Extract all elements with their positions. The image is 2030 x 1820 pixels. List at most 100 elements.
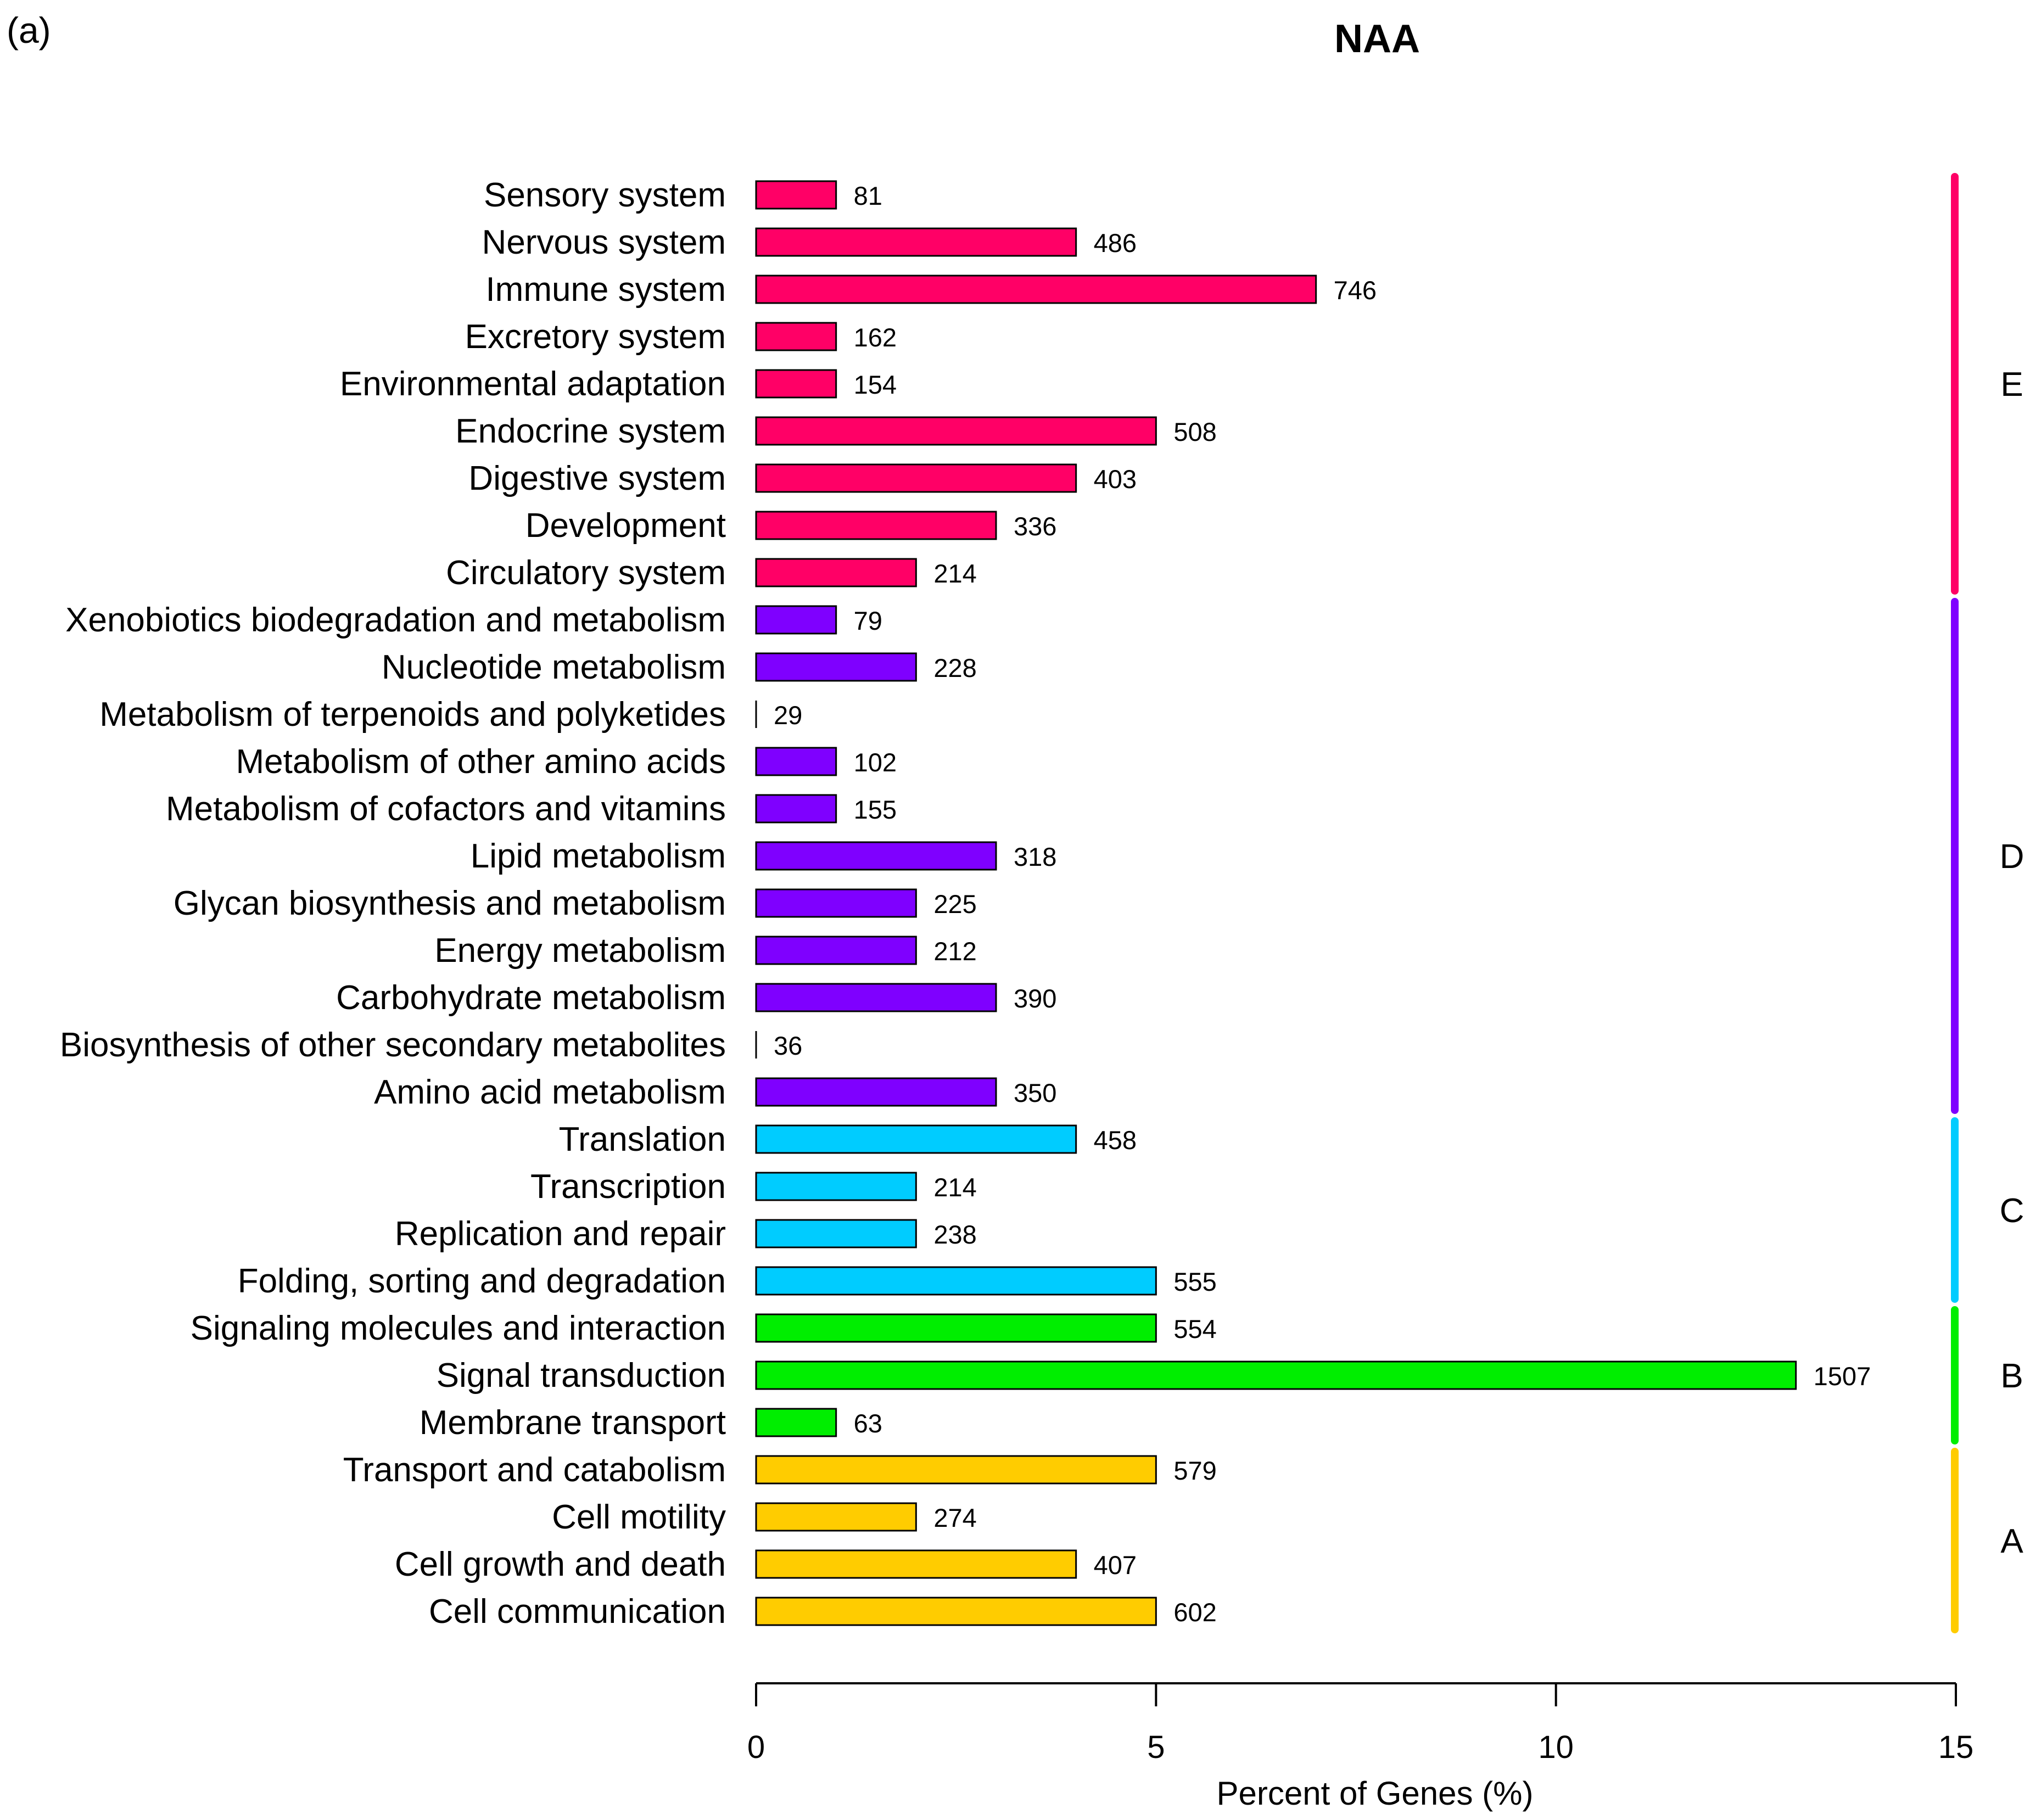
value-label: 81 bbox=[854, 181, 882, 210]
category-label: Metabolism of terpenoids and polyketides bbox=[99, 696, 726, 733]
category-label: Cell motility bbox=[552, 1498, 726, 1536]
category-label: Amino acid metabolism bbox=[374, 1073, 726, 1111]
value-label: 162 bbox=[854, 323, 897, 352]
bar bbox=[755, 463, 1077, 493]
group-brackets: E D C B A bbox=[1951, 173, 2025, 1633]
category-label: Transcription bbox=[530, 1168, 726, 1206]
bar bbox=[755, 1408, 837, 1437]
category-label: Development bbox=[525, 507, 726, 545]
category-label: Signal transduction bbox=[437, 1357, 726, 1395]
category-label: Cell growth and death bbox=[395, 1545, 726, 1583]
value-label: 228 bbox=[933, 653, 976, 682]
group-label: B bbox=[2000, 1357, 2023, 1395]
bar bbox=[755, 416, 1157, 446]
value-label: 29 bbox=[774, 701, 802, 730]
category-label: Nucleotide metabolism bbox=[382, 648, 726, 686]
value-label: 458 bbox=[1094, 1125, 1137, 1155]
value-label: 746 bbox=[1334, 276, 1377, 305]
category-label: Nervous system bbox=[482, 223, 726, 261]
category-label: Glycan biosynthesis and metabolism bbox=[174, 884, 726, 922]
category-label: Sensory system bbox=[484, 176, 726, 214]
group-label: D bbox=[2000, 838, 2025, 876]
value-label: 214 bbox=[933, 559, 976, 588]
value-label: 486 bbox=[1094, 228, 1137, 257]
bar bbox=[755, 1313, 1157, 1343]
value-label: 602 bbox=[1173, 1598, 1216, 1627]
x-axis: 0 5 10 15 bbox=[747, 1682, 1974, 1765]
category-label: Signaling molecules and interaction bbox=[191, 1309, 726, 1347]
bar bbox=[755, 1266, 1157, 1296]
bar bbox=[755, 747, 837, 776]
bar bbox=[755, 1219, 917, 1248]
category-label: Translation bbox=[559, 1121, 726, 1158]
value-label: 212 bbox=[933, 937, 976, 966]
value-label: 79 bbox=[854, 606, 882, 635]
bar bbox=[755, 936, 917, 965]
bar bbox=[755, 1124, 1077, 1154]
category-label: Energy metabolism bbox=[434, 932, 726, 970]
category-label: Circulatory system bbox=[446, 554, 726, 592]
bar bbox=[755, 369, 837, 399]
x-tick-label: 15 bbox=[1938, 1729, 1974, 1765]
bar bbox=[755, 227, 1077, 257]
category-label: Metabolism of other amino acids bbox=[236, 743, 726, 781]
value-label: 350 bbox=[1014, 1078, 1056, 1107]
value-label: 1507 bbox=[1814, 1362, 1871, 1391]
bar bbox=[755, 180, 837, 210]
value-label: 407 bbox=[1094, 1550, 1137, 1580]
category-label: Biosynthesis of other secondary metaboli… bbox=[60, 1026, 726, 1064]
group-label: A bbox=[2000, 1522, 2023, 1560]
bar bbox=[755, 275, 1317, 304]
bar bbox=[755, 652, 917, 682]
x-axis-title: Percent of Genes (%) bbox=[1217, 1775, 1534, 1812]
bar bbox=[755, 1360, 1797, 1390]
value-label: 238 bbox=[933, 1220, 976, 1249]
bar bbox=[755, 322, 837, 351]
value-label: 154 bbox=[854, 370, 897, 399]
x-tick-label: 0 bbox=[747, 1729, 765, 1765]
chart-title: NAA bbox=[1334, 17, 1420, 61]
value-label: 214 bbox=[933, 1173, 976, 1202]
category-label: Replication and repair bbox=[395, 1215, 726, 1253]
category-label: Endocrine system bbox=[455, 412, 726, 450]
category-label: Carbohydrate metabolism bbox=[336, 979, 726, 1017]
category-label: Digestive system bbox=[468, 460, 726, 497]
value-label: 555 bbox=[1173, 1267, 1216, 1296]
bar bbox=[755, 1172, 917, 1201]
category-label: Lipid metabolism bbox=[471, 837, 726, 875]
category-label: Xenobiotics biodegradation and metabolis… bbox=[65, 601, 726, 639]
category-label: Metabolism of cofactors and vitamins bbox=[166, 790, 726, 828]
value-label: 274 bbox=[933, 1503, 976, 1532]
category-label: Excretory system bbox=[465, 318, 726, 356]
value-label: 403 bbox=[1094, 464, 1137, 494]
category-label: Cell communication bbox=[429, 1593, 726, 1631]
bar bbox=[755, 983, 997, 1012]
category-label: Membrane transport bbox=[420, 1404, 726, 1442]
bar bbox=[755, 841, 997, 871]
value-label: 155 bbox=[854, 795, 897, 824]
bar bbox=[755, 511, 997, 540]
value-label: 318 bbox=[1014, 842, 1056, 871]
value-label: 225 bbox=[933, 889, 976, 919]
value-label: 102 bbox=[854, 748, 897, 777]
x-tick-label: 5 bbox=[1147, 1729, 1165, 1765]
category-label: Folding, sorting and degradation bbox=[238, 1262, 726, 1300]
value-label: 390 bbox=[1014, 984, 1056, 1013]
bar bbox=[755, 605, 837, 635]
group-label: C bbox=[2000, 1192, 2025, 1230]
value-label: 579 bbox=[1173, 1456, 1216, 1485]
bar bbox=[755, 794, 837, 824]
bars-layer: Sensory system 81 Nervous system 486 Immune … bbox=[60, 176, 1871, 1631]
bar bbox=[755, 1597, 1157, 1626]
value-label: 336 bbox=[1014, 512, 1056, 541]
panel-label: (a) bbox=[7, 10, 51, 51]
category-label: Environmental adaptation bbox=[340, 365, 726, 403]
bar bbox=[755, 1549, 1077, 1579]
value-label: 63 bbox=[854, 1409, 882, 1438]
value-label: 36 bbox=[774, 1031, 802, 1060]
bar bbox=[755, 888, 917, 918]
group-label: E bbox=[2000, 366, 2023, 404]
x-tick-label: 10 bbox=[1538, 1729, 1574, 1765]
value-label: 554 bbox=[1173, 1314, 1216, 1343]
